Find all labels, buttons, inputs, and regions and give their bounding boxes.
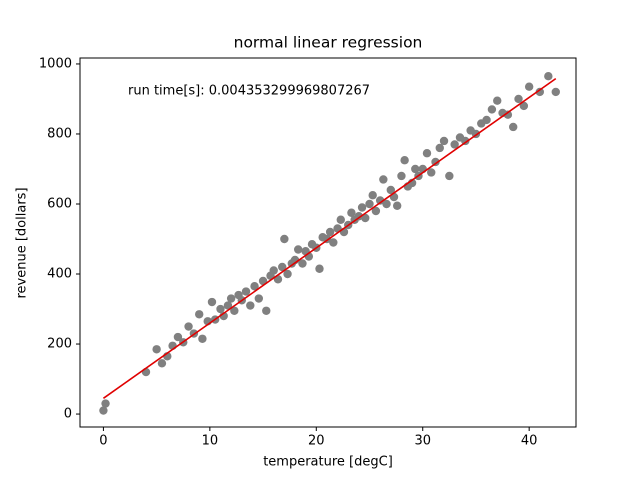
point: [293, 245, 303, 254]
point: [435, 143, 444, 153]
x-tick-label: 30: [414, 434, 431, 449]
point: [371, 206, 381, 216]
point: [184, 322, 193, 331]
x-tick-label: 20: [308, 434, 325, 449]
point: [389, 192, 399, 202]
point: [439, 136, 449, 146]
point: [173, 332, 183, 342]
point: [99, 406, 108, 415]
y-tick-label: 400: [47, 267, 72, 282]
point: [551, 87, 560, 97]
point: [382, 199, 391, 209]
x-tick-label: 0: [99, 434, 107, 449]
point: [298, 259, 307, 268]
x-axis-label: temperature [degC]: [263, 455, 393, 470]
x-tick-label: 40: [521, 434, 538, 449]
point: [487, 105, 497, 114]
point: [254, 294, 264, 303]
plot-frame: [79, 57, 577, 428]
point: [152, 345, 161, 354]
point: [503, 110, 513, 119]
y-tick-label: 0: [64, 407, 72, 422]
point: [365, 199, 374, 209]
x-tick-label: 10: [202, 434, 219, 449]
point: [283, 269, 292, 279]
point: [329, 238, 338, 247]
point: [278, 262, 287, 272]
point: [226, 294, 236, 303]
point: [357, 203, 367, 212]
point: [230, 306, 239, 315]
point: [250, 282, 259, 291]
point: [246, 301, 255, 310]
point: [198, 334, 207, 343]
point: [519, 101, 529, 111]
point: [157, 359, 167, 368]
y-tick-label: 1000: [39, 56, 72, 71]
point: [482, 115, 491, 125]
point: [400, 156, 409, 165]
point: [422, 149, 432, 158]
point: [461, 136, 470, 146]
point: [195, 310, 204, 319]
point: [375, 196, 385, 205]
point: [101, 399, 110, 408]
point: [216, 304, 225, 314]
point: [207, 297, 217, 307]
point: [450, 140, 459, 149]
point: [411, 164, 420, 174]
point: [223, 301, 233, 310]
annotation: run time[s]: 0.004353299969807267: [128, 84, 370, 99]
regression-line: [102, 78, 557, 399]
point: [535, 87, 545, 97]
point: [544, 72, 553, 81]
point: [280, 234, 289, 244]
point: [509, 122, 518, 132]
point: [368, 191, 377, 200]
point: [514, 94, 523, 104]
point: [347, 208, 356, 217]
point: [315, 264, 324, 273]
point: [445, 171, 454, 181]
chart-title: normal linear regression: [234, 34, 423, 52]
point: [379, 175, 388, 184]
point: [524, 82, 534, 91]
y-tick-label: 200: [47, 337, 72, 352]
y-tick-label: 800: [47, 126, 72, 141]
point: [431, 157, 440, 167]
point: [386, 185, 395, 195]
point: [361, 213, 370, 223]
point: [336, 215, 345, 224]
point: [397, 171, 406, 181]
point: [269, 266, 278, 275]
y-axis-label: revenue [dollars]: [15, 187, 30, 298]
y-tick-label: 600: [47, 196, 72, 211]
point: [241, 287, 251, 296]
point: [493, 96, 502, 105]
point: [325, 227, 335, 237]
point: [427, 168, 436, 177]
point: [392, 201, 402, 210]
point: [262, 306, 271, 315]
